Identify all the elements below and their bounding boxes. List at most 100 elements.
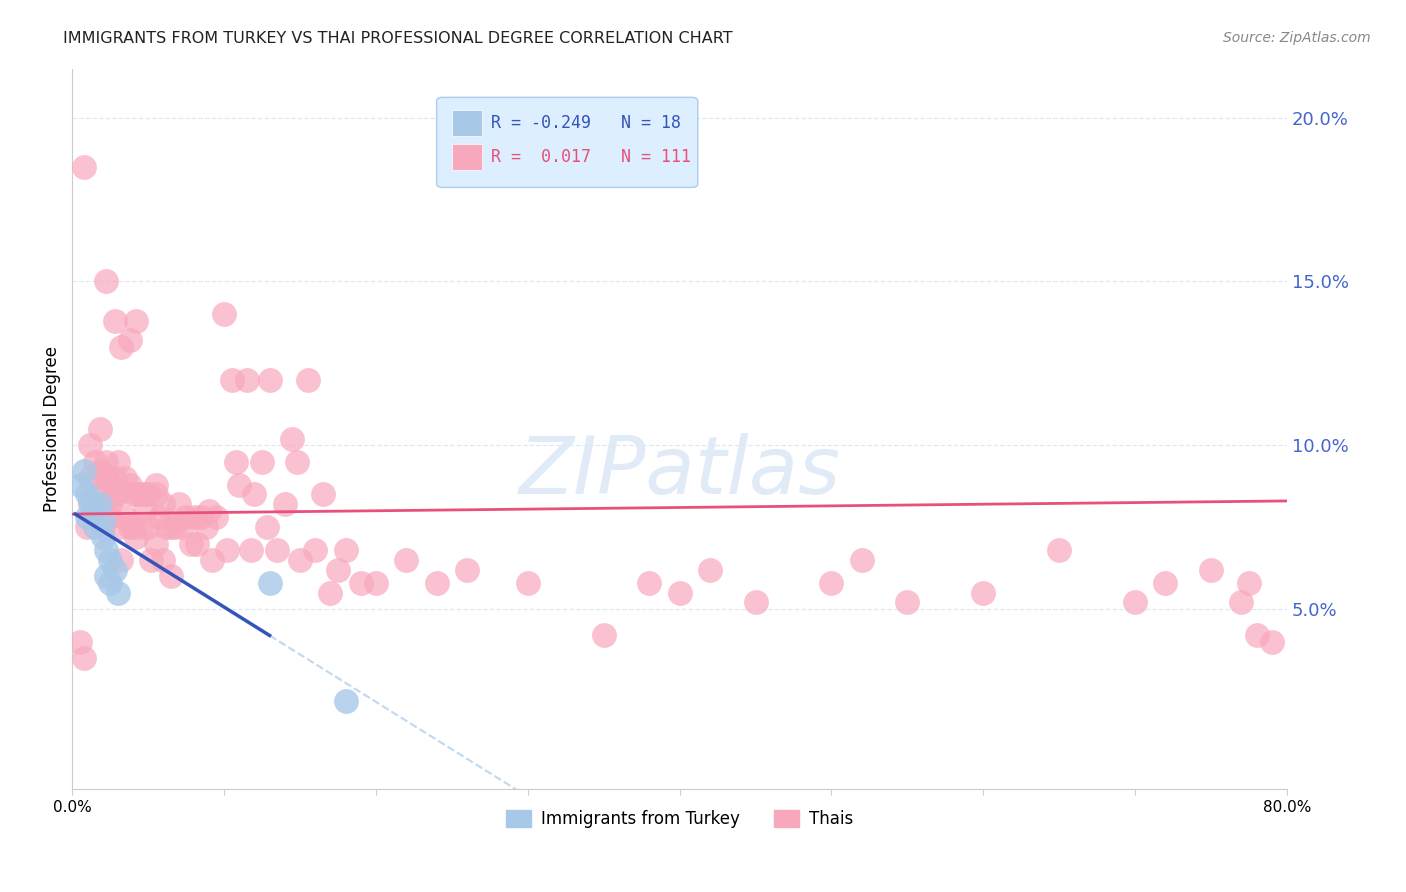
- Point: [98, 510, 121, 524]
- Point: [699, 563, 721, 577]
- Point: [198, 504, 221, 518]
- Point: [110, 553, 132, 567]
- Point: [69, 477, 91, 491]
- Point: [160, 569, 183, 583]
- Point: [145, 487, 167, 501]
- Point: [256, 520, 278, 534]
- Point: [84, 520, 107, 534]
- Point: [165, 520, 187, 534]
- Point: [125, 487, 148, 501]
- Point: [122, 487, 145, 501]
- Bar: [453, 110, 482, 136]
- Point: [820, 575, 842, 590]
- Point: [76, 520, 98, 534]
- Point: [134, 487, 156, 501]
- Point: [94, 275, 117, 289]
- Point: [212, 307, 235, 321]
- Point: [1123, 595, 1146, 609]
- Point: [319, 585, 342, 599]
- Point: [94, 543, 117, 558]
- Point: [125, 314, 148, 328]
- Point: [668, 585, 690, 599]
- Point: [107, 585, 129, 599]
- Point: [114, 471, 136, 485]
- Point: [98, 477, 121, 491]
- Point: [297, 373, 319, 387]
- Point: [1261, 635, 1284, 649]
- Point: [76, 487, 98, 501]
- Point: [145, 477, 167, 491]
- Point: [145, 536, 167, 550]
- Point: [1154, 575, 1177, 590]
- Point: [136, 520, 159, 534]
- Point: [98, 553, 121, 567]
- Legend: Immigrants from Turkey, Thais: Immigrants from Turkey, Thais: [499, 804, 859, 835]
- Point: [350, 575, 373, 590]
- Point: [94, 569, 117, 583]
- Point: [94, 471, 117, 485]
- Point: [312, 487, 335, 501]
- Point: [91, 514, 114, 528]
- Point: [152, 497, 174, 511]
- Point: [73, 651, 96, 665]
- Text: IMMIGRANTS FROM TURKEY VS THAI PROFESSIONAL DEGREE CORRELATION CHART: IMMIGRANTS FROM TURKEY VS THAI PROFESSIO…: [63, 31, 733, 46]
- Point: [104, 314, 127, 328]
- Point: [183, 510, 205, 524]
- Point: [107, 487, 129, 501]
- Point: [335, 694, 357, 708]
- Point: [240, 543, 263, 558]
- Point: [84, 455, 107, 469]
- Point: [201, 553, 224, 567]
- Point: [896, 595, 918, 609]
- Point: [79, 497, 101, 511]
- Point: [170, 520, 193, 534]
- Point: [281, 432, 304, 446]
- Point: [118, 520, 141, 534]
- Point: [180, 536, 202, 550]
- Point: [79, 471, 101, 485]
- Point: [205, 510, 228, 524]
- Point: [259, 373, 281, 387]
- Point: [1230, 595, 1253, 609]
- Point: [104, 471, 127, 485]
- Point: [250, 455, 273, 469]
- Point: [91, 530, 114, 544]
- Point: [1047, 543, 1070, 558]
- Point: [395, 553, 418, 567]
- Point: [194, 520, 217, 534]
- Text: ZIPatlas: ZIPatlas: [519, 434, 841, 511]
- Text: R = -0.249   N = 18: R = -0.249 N = 18: [491, 113, 682, 132]
- Point: [167, 497, 190, 511]
- Point: [1237, 575, 1260, 590]
- Point: [110, 520, 132, 534]
- Point: [69, 635, 91, 649]
- Point: [129, 487, 152, 501]
- Point: [76, 510, 98, 524]
- Point: [89, 422, 111, 436]
- Point: [94, 455, 117, 469]
- Point: [516, 575, 538, 590]
- Y-axis label: Professional Degree: Professional Degree: [44, 346, 60, 512]
- Point: [149, 510, 172, 524]
- Point: [141, 553, 163, 567]
- Point: [851, 553, 873, 567]
- Point: [79, 494, 101, 508]
- Point: [266, 543, 288, 558]
- Point: [104, 563, 127, 577]
- Point: [221, 373, 243, 387]
- Bar: [453, 145, 482, 170]
- Point: [114, 510, 136, 524]
- Point: [1246, 628, 1268, 642]
- Point: [364, 575, 387, 590]
- Point: [118, 334, 141, 348]
- Point: [160, 520, 183, 534]
- Point: [259, 575, 281, 590]
- Text: R =  0.017   N = 111: R = 0.017 N = 111: [491, 148, 692, 166]
- Point: [304, 543, 326, 558]
- Point: [1199, 563, 1222, 577]
- Point: [104, 487, 127, 501]
- Point: [110, 340, 132, 354]
- Point: [228, 477, 250, 491]
- Point: [84, 487, 107, 501]
- Point: [190, 510, 212, 524]
